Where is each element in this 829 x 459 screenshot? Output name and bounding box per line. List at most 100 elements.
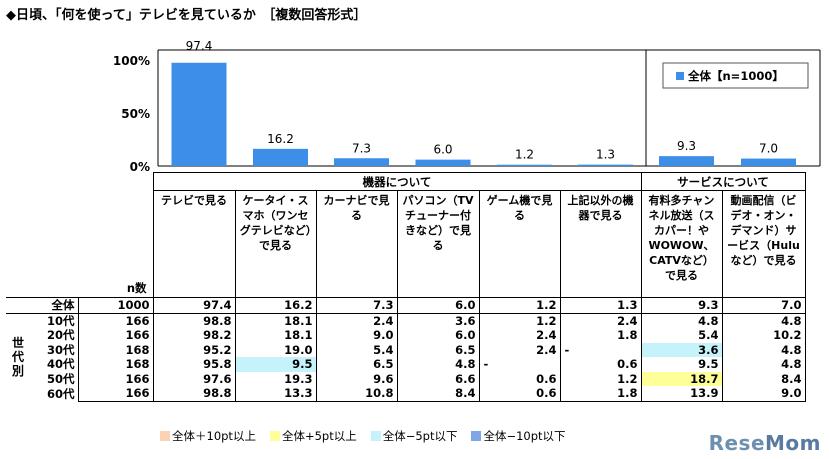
- table-cell: 6.6: [397, 371, 480, 386]
- highlight-legend: 全体＋10pt以上 全体+5pt以上 全体−5pt以下 全体−10pt以下: [160, 428, 566, 444]
- table-cell: 97.4: [152, 297, 236, 314]
- bar: [253, 148, 308, 166]
- highlight-legend-item: 全体−5pt以下: [370, 428, 458, 444]
- table-cell: 18.1: [235, 313, 317, 328]
- n-label: n数: [126, 281, 147, 295]
- row-label: 50代: [46, 371, 75, 386]
- bar-chart: 100% 50% 0% 97.4 16.2 7.3 6.0 1.2 1.3 9.3 7.0 全体【n=…: [113, 39, 821, 174]
- chart-legend: 全体【n=1000】: [662, 62, 809, 89]
- table-cell: 2.4: [479, 342, 561, 357]
- table-cell: 1.3: [560, 297, 642, 314]
- bar-value-label: 97.4: [186, 39, 213, 53]
- bar: [171, 62, 227, 167]
- legend-label: 全体−10pt以下: [483, 429, 566, 443]
- table-cell: 19.0: [235, 342, 317, 357]
- table-cell: 9.0: [722, 386, 806, 402]
- table-cell: 5.4: [316, 342, 398, 357]
- legend-label: 全体【n=1000】: [687, 69, 784, 83]
- table-cell: 13.3: [235, 386, 317, 402]
- legend-swatch: [471, 431, 482, 441]
- table-row: 30代 168 95.2 19.0 5.4 6.5 2.4-3.6 4.8: [6, 342, 806, 357]
- row-label: 30代: [46, 342, 75, 357]
- n-value: 166: [77, 371, 153, 386]
- highlight-legend-item: 全体+5pt以上: [269, 428, 357, 444]
- table-cell: 19.3: [235, 371, 317, 386]
- table-cell: 9.5: [235, 357, 317, 372]
- y-tick-label: 0%: [130, 160, 150, 174]
- n-value: 166: [77, 313, 153, 328]
- table-cell: 9.3: [641, 297, 723, 314]
- legend-swatch: [676, 72, 684, 80]
- table-cell: 18.7: [641, 371, 723, 386]
- bar-value-label: 9.3: [677, 139, 696, 153]
- table-cell: 6.0: [397, 297, 480, 314]
- legend-swatch: [269, 431, 280, 441]
- row-label: 20代: [46, 328, 75, 343]
- table-row: 20代 166 98.2 18.1 9.0 6.0 2.4 1.8 5.4 10.2: [6, 328, 806, 343]
- bar: [741, 158, 796, 166]
- bar-value-label: 1.2: [515, 148, 534, 162]
- table-row: 40代 168 95.8 9.5 6.5 4.8-0.6 9.5 4.8: [6, 357, 806, 372]
- table-cell: 9.6: [316, 371, 398, 386]
- resemom-logo: ReseMom: [708, 431, 821, 455]
- table-cell: 2.4: [316, 313, 398, 328]
- highlight-legend-item: 全体＋10pt以上: [160, 428, 256, 444]
- table-cell: 4.8: [722, 342, 806, 357]
- table-cell: 18.1: [235, 328, 317, 343]
- table-cell: 1.2: [560, 371, 642, 386]
- table-cell: 8.4: [397, 386, 480, 402]
- table-cell: 9.0: [316, 328, 398, 343]
- n-value: 1000: [77, 297, 153, 314]
- table-cell: 7.3: [316, 297, 398, 314]
- table-cell: 1.8: [560, 386, 642, 402]
- bar: [415, 159, 471, 166]
- bar: [497, 164, 552, 166]
- bar: [659, 156, 714, 166]
- column-header: ケータイ・スマホ（ワンセグテレビなど）で見る: [234, 190, 317, 298]
- column-header: テレビで見る: [152, 190, 236, 298]
- table-cell: 95.8: [152, 357, 236, 372]
- table-cell: 4.8: [722, 357, 806, 372]
- table-cell: -: [560, 342, 642, 357]
- table-cell: 6.5: [316, 357, 398, 372]
- row-label: 60代: [46, 386, 75, 401]
- table-cell: 4.8: [722, 313, 806, 328]
- table-cell: 98.2: [152, 328, 236, 343]
- legend-label: 全体＋10pt以上: [172, 429, 256, 443]
- column-header: ゲーム機で見る: [478, 190, 561, 298]
- table-row: 全体 1000 97.4 16.2 7.3 6.0 1.2 1.3 9.3 7.0: [6, 297, 806, 314]
- row-label: 全体: [30, 297, 78, 314]
- table-cell: -: [479, 357, 561, 372]
- table-cell: 0.6: [479, 371, 561, 386]
- n-value: 168: [77, 357, 153, 372]
- legend-swatch: [160, 431, 170, 441]
- legend-box: [662, 62, 809, 89]
- table-cell: 9.5: [641, 357, 723, 372]
- y-tick-label: 50%: [121, 107, 150, 121]
- group-header: 機器について: [152, 172, 642, 191]
- data-table: 機器について サービスについて n数 テレビで見る ケータイ・スマホ（ワンセグテレビなど…: [6, 172, 806, 402]
- table-cell: 6.5: [397, 342, 480, 357]
- bar-value-label: 16.2: [267, 132, 294, 146]
- table-row: 50代 166 97.6 19.3 9.6 6.6 0.6 1.2 18.7 8.4: [6, 371, 806, 386]
- n-value: 166: [77, 328, 153, 343]
- bar-value-label: 7.0: [759, 142, 778, 156]
- column-header: 動画配信（ビデオ・オン・デマンド）サービス（Huluなど）で見る: [721, 190, 806, 298]
- generation-label: 世代別: [11, 336, 24, 379]
- bar-value-label: 7.3: [352, 141, 371, 155]
- table-cell: 1.8: [560, 328, 642, 343]
- y-tick-label: 100%: [113, 54, 150, 68]
- column-header: 有料多チャンネル放送（スカパー！やWOWOW、CATVなど）で見る: [640, 190, 723, 298]
- column-header: カーナビで見る: [315, 190, 398, 298]
- bar-value-label: 1.3: [596, 148, 615, 162]
- legend-swatch: [370, 431, 381, 441]
- table-cell: 2.4: [479, 328, 561, 343]
- bar-value-label: 6.0: [433, 143, 452, 157]
- table-cell: 98.8: [152, 386, 236, 402]
- table-cell: 2.4: [560, 313, 642, 328]
- n-value: 166: [77, 386, 153, 402]
- bar: [578, 164, 633, 166]
- legend-label: 全体−5pt以下: [382, 429, 458, 443]
- table-cell: 98.8: [152, 313, 236, 328]
- table-cell: 16.2: [235, 297, 317, 314]
